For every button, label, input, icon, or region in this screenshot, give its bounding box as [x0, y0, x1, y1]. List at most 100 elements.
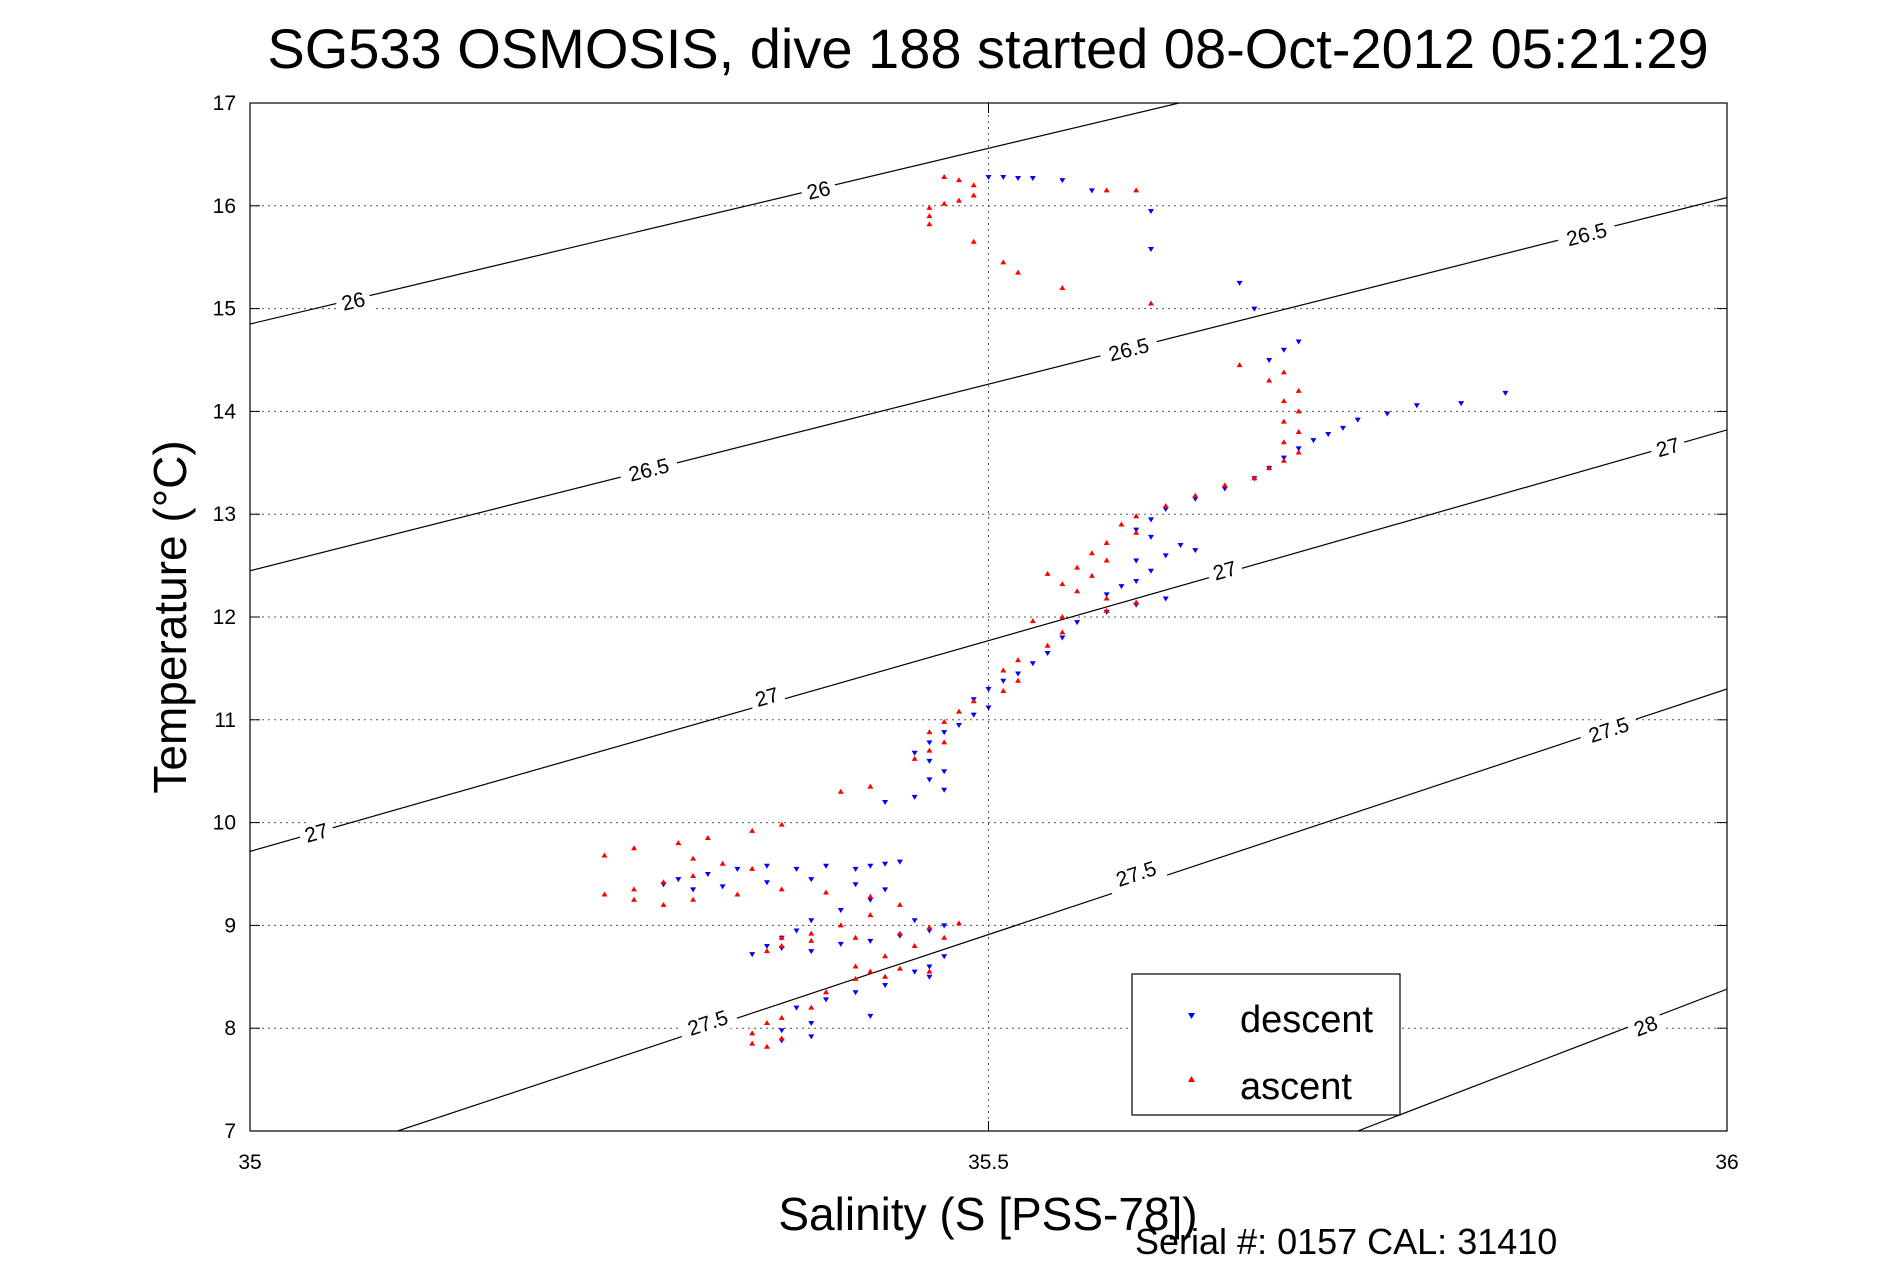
ascent-point [852, 975, 859, 981]
ascent-point [1015, 677, 1022, 683]
ascent-point [1015, 657, 1022, 663]
descent-point [926, 964, 933, 970]
descent-point [793, 1005, 800, 1011]
descent-point [1295, 339, 1302, 345]
descent-point [690, 887, 697, 893]
ascent-point [1000, 259, 1007, 265]
contour-label: 26 [334, 285, 373, 318]
ascent-point [867, 893, 874, 899]
contour-label: 27 [1648, 431, 1688, 464]
descent-point [808, 877, 815, 883]
descent-point [1147, 568, 1154, 574]
ascent-point [1103, 595, 1110, 601]
y-axis-label: Temperature (°C) [144, 440, 196, 793]
descent-point [882, 983, 889, 989]
ascent-point [911, 942, 918, 948]
descent-point [1310, 438, 1317, 444]
y-tick-label: 14 [213, 400, 237, 423]
ascent-point [823, 889, 830, 895]
ascent-point [941, 739, 948, 745]
legend-descent-marker [1188, 1013, 1195, 1019]
ascent-point [749, 1030, 756, 1036]
ascent-point [1295, 387, 1302, 393]
y-tick-label: 16 [213, 195, 236, 218]
ascent-point [926, 729, 933, 735]
ascent-point [1074, 564, 1081, 570]
descent-point [1000, 678, 1007, 684]
ascent-point [778, 1035, 785, 1041]
axis-ticks: 35 35.5 36 7 8 9 10 11 12 13 14 15 16 17 [213, 92, 1739, 1174]
ascent-point [1280, 457, 1287, 463]
descent-point [823, 863, 830, 869]
density-contour-line [250, 429, 1727, 852]
ascent-point [852, 934, 859, 940]
ascent-point [941, 174, 948, 180]
descent-point [911, 794, 918, 800]
x-tick-label: 36 [1715, 1151, 1738, 1174]
ascent-point [867, 912, 874, 918]
density-contour-line [397, 688, 1727, 1131]
y-tick-label: 15 [213, 298, 236, 321]
ascent-point [808, 937, 815, 943]
contour-label-background [747, 680, 787, 714]
ascent-point [926, 968, 933, 974]
ascent-point [823, 989, 830, 995]
contour-label-background [1625, 1008, 1666, 1044]
ascent-point [1295, 449, 1302, 455]
descent-point [852, 990, 859, 996]
descent-point [941, 954, 948, 960]
ascent-point [601, 852, 608, 858]
legend-descent-label: descent [1240, 999, 1374, 1041]
descent-point [867, 938, 874, 944]
ascent-point [1000, 667, 1007, 673]
ascent-point [955, 920, 962, 926]
ascent-point [941, 718, 948, 724]
ascent-point [1088, 572, 1095, 578]
ascent-point [763, 948, 770, 954]
contour-label: 27 [1205, 554, 1245, 587]
ascent-point [1192, 492, 1199, 498]
ascent-point [1044, 570, 1051, 576]
legend-ascent-label: ascent [1240, 1066, 1352, 1108]
legend: descent ascent [1131, 973, 1401, 1116]
contour-label-background [296, 816, 337, 850]
descent-point [985, 705, 992, 711]
ascent-point [749, 865, 756, 871]
ascent-point [1236, 362, 1243, 368]
ascent-point [808, 930, 815, 936]
serial-cal-footer: Serial #: 0157 CAL: 31410 [1135, 1221, 1557, 1262]
descent-point [882, 800, 889, 806]
ascent-point [749, 827, 756, 833]
contour-label-background [1097, 330, 1160, 369]
ascent-point [970, 698, 977, 704]
descent-point [1339, 425, 1346, 431]
descent-point [1088, 188, 1095, 194]
descent-point [1133, 579, 1140, 585]
ascent-point [1162, 502, 1169, 508]
ascent-point [837, 788, 844, 794]
ascent-point [926, 204, 933, 210]
descent-point [704, 872, 711, 877]
descent-point [1015, 671, 1022, 677]
contour-label-background [334, 285, 373, 318]
descent-point [1133, 558, 1140, 564]
ascent-point [1015, 269, 1022, 275]
descent-point [1192, 496, 1199, 502]
ascent-point [631, 845, 638, 851]
descent-point [1295, 446, 1302, 452]
ascent-point [926, 747, 933, 753]
ascent-point [675, 840, 682, 846]
descent-point [1502, 390, 1509, 396]
descent-point [1015, 176, 1022, 182]
descent-point [1162, 596, 1169, 602]
descent-point [896, 859, 903, 865]
descent-point [867, 1013, 874, 1019]
ascent-point [631, 896, 638, 902]
ascent-point [1118, 521, 1125, 527]
descent-point [941, 730, 948, 736]
ascent-point [1266, 464, 1273, 470]
ascent-point [778, 821, 785, 827]
ascent-point [631, 886, 638, 892]
ascent-point [1280, 398, 1287, 404]
ascent-point [778, 934, 785, 940]
